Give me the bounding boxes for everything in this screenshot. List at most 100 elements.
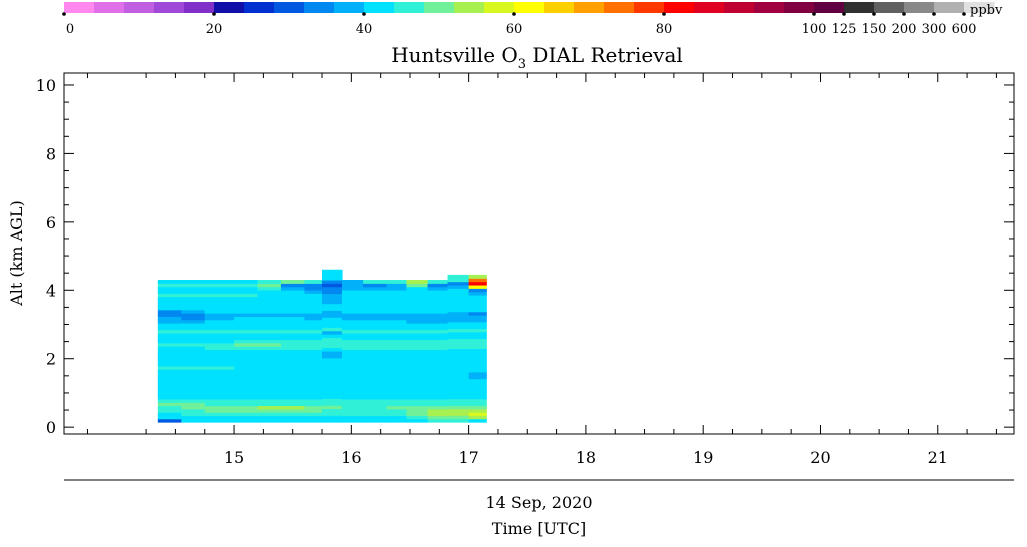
ozone-cell [322, 323, 343, 328]
ozone-cell [447, 348, 470, 353]
colorbar-tick [812, 12, 816, 16]
ozone-cell [406, 319, 429, 324]
ozone-cell [304, 280, 323, 284]
ozone-cell [204, 388, 235, 393]
ozone-cell [406, 289, 429, 294]
ozone-cell [341, 359, 364, 364]
ozone-cell [468, 315, 487, 319]
y-tick-label: 10 [36, 76, 56, 95]
ozone-cell [447, 408, 470, 413]
ozone-cell [427, 405, 449, 410]
ozone-cell [406, 299, 429, 304]
ozone-cell [406, 332, 429, 337]
ozone-cell [157, 349, 182, 354]
ozone-cell [280, 359, 306, 364]
ozone-cell [322, 286, 343, 291]
ozone-cell [204, 355, 235, 360]
ozone-cell [447, 375, 470, 380]
colorbar-tick [662, 12, 666, 16]
ozone-cell [406, 365, 429, 370]
colorbar-swatch [304, 2, 335, 13]
ozone-cell [157, 365, 182, 370]
colorbar-unit-label: ppbv [970, 3, 1003, 18]
ozone-cell [304, 349, 323, 354]
ozone-cell [447, 371, 470, 376]
ozone-cell [447, 311, 470, 316]
ozone-cell [427, 365, 449, 370]
ozone-cell [181, 309, 206, 314]
ozone-cell [157, 405, 182, 410]
ozone-cell [204, 293, 235, 298]
x-tick-label: 18 [576, 448, 596, 467]
ozone-cell [157, 398, 182, 403]
ozone-cell [304, 322, 323, 327]
ozone-cell [363, 326, 388, 331]
ozone-cell [257, 415, 282, 420]
ozone-cell [181, 418, 206, 423]
ozone-cell [363, 418, 388, 423]
x-tick-label: 20 [810, 448, 830, 467]
ozone-cell [363, 316, 388, 321]
ozone-cell [257, 283, 282, 288]
ozone-cell [468, 401, 487, 406]
ozone-cell [468, 375, 487, 380]
ozone-cell [234, 415, 259, 420]
ozone-cell [386, 379, 408, 383]
ozone-cell [280, 415, 306, 420]
ozone-cell [304, 346, 323, 350]
ozone-cell [386, 412, 408, 417]
ozone-cell [181, 342, 206, 347]
ozone-cell [280, 398, 306, 403]
ozone-cell [406, 379, 429, 383]
ozone-cell [280, 349, 306, 354]
ozone-cell [468, 348, 487, 353]
ozone-cell [447, 398, 470, 403]
colorbar-swatch [724, 2, 755, 13]
ozone-cell [280, 286, 306, 291]
ozone-cell [157, 372, 182, 377]
ozone-cell [468, 298, 487, 303]
ozone-cell [386, 306, 408, 311]
ozone-cell [234, 355, 259, 360]
ozone-cell [257, 289, 282, 294]
ozone-cell [204, 336, 235, 341]
ozone-cell [468, 361, 487, 366]
ozone-cell [427, 293, 449, 298]
ozone-cell [304, 372, 323, 377]
ozone-cell [304, 326, 323, 331]
ozone-cell [157, 392, 182, 397]
title-main: Huntsville O [391, 43, 518, 67]
colorbar-tick-labels: 0 20 40 60 80 100 125 150 200 300 600 [66, 22, 977, 37]
ozone-cell [341, 418, 364, 423]
ozone-cell [257, 418, 282, 423]
ozone-cell [386, 326, 408, 331]
ozone-cell [468, 405, 487, 410]
ozone-cell [181, 412, 206, 417]
ozone-cell [304, 408, 323, 413]
ozone-cell [427, 309, 449, 314]
y-tick-label: 4 [46, 281, 56, 300]
ozone-cell [322, 327, 343, 332]
colorbar-tick [872, 12, 876, 16]
ozone-cell [181, 303, 206, 308]
colorbar-tick [842, 12, 846, 16]
ozone-cell [234, 329, 259, 334]
ozone-cell [157, 355, 182, 360]
ozone-cell [341, 339, 364, 344]
ozone-cell [468, 351, 487, 356]
ozone-cell [341, 408, 364, 413]
ozone-cell [322, 340, 343, 345]
ozone-cell [322, 398, 343, 403]
ozone-cell [468, 284, 487, 289]
ozone-cell [406, 322, 429, 327]
ozone-cell [257, 412, 282, 417]
ozone-cell [468, 294, 487, 299]
ozone-cell [341, 342, 364, 347]
ozone-cell [406, 355, 429, 360]
ozone-cell [257, 362, 282, 367]
ozone-cell [204, 372, 235, 377]
ozone-cell [468, 391, 487, 396]
ozone-cell [363, 313, 388, 317]
ozone-cell [468, 381, 487, 386]
ozone-cell [181, 385, 206, 390]
